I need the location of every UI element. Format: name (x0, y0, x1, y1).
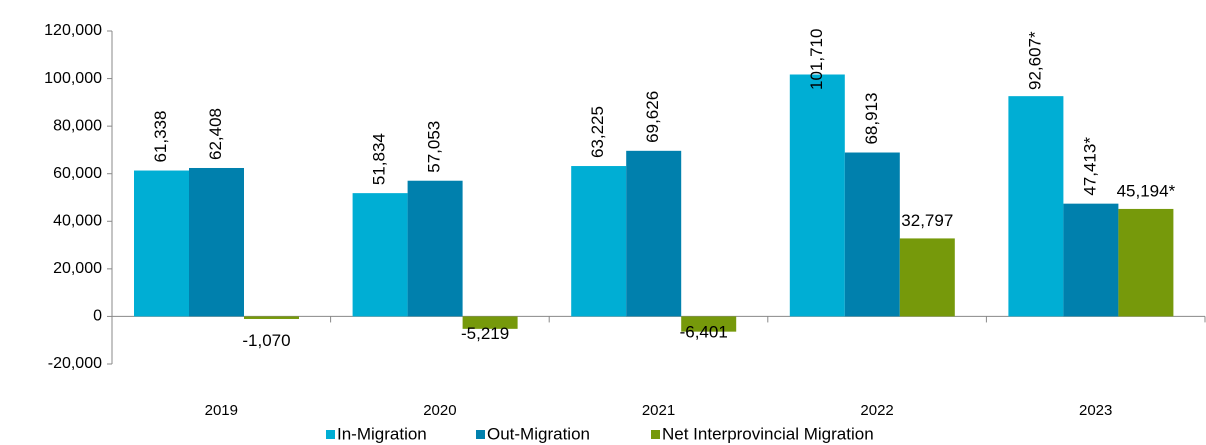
bar (1063, 203, 1119, 317)
value-label: 101,710 (807, 29, 826, 90)
value-label: -1,070 (242, 331, 290, 350)
value-label: 92,607* (1025, 31, 1044, 90)
bar (789, 74, 845, 317)
y-tick-label: 80,000 (53, 117, 102, 134)
value-label: 63,225 (588, 106, 607, 158)
value-label: -5,219 (461, 324, 509, 343)
legend-label: Out-Migration (487, 424, 590, 443)
y-tick-label: 0 (93, 308, 102, 325)
x-tick-label: 2023 (1079, 402, 1112, 419)
y-tick-label: 20,000 (53, 260, 102, 277)
value-label: 47,413* (1080, 137, 1099, 196)
bar (189, 167, 244, 317)
bar (134, 170, 189, 317)
legend-label: Net Interprovincial Migration (662, 424, 874, 443)
y-tick-label: 40,000 (53, 213, 102, 230)
value-label: 32,797 (901, 211, 953, 230)
x-tick-label: 2022 (860, 402, 893, 419)
bar (244, 316, 299, 319)
bar (626, 150, 682, 317)
bar (352, 193, 408, 317)
y-tick-label: 100,000 (44, 70, 102, 87)
y-tick-label: -20,000 (48, 355, 102, 372)
value-label: 68,913 (862, 93, 881, 145)
legend-label: In-Migration (337, 424, 427, 443)
legend-swatch (476, 430, 485, 439)
x-tick-label: 2019 (205, 402, 238, 419)
x-tick-label: 2021 (642, 402, 675, 419)
legend-swatch (326, 430, 335, 439)
bar (1118, 208, 1174, 317)
bar (681, 316, 737, 332)
y-tick-label: 120,000 (44, 22, 102, 39)
x-tick-label: 2020 (423, 402, 456, 419)
bar (462, 316, 518, 329)
bar (571, 166, 627, 317)
legend-swatch (651, 430, 660, 439)
value-label: 61,338 (151, 111, 170, 163)
value-label: 45,194* (1117, 181, 1176, 200)
bar (899, 238, 955, 317)
y-tick-label: 60,000 (53, 165, 102, 182)
value-label: 69,626 (643, 91, 662, 143)
value-label: 57,053 (425, 121, 444, 173)
value-label: 62,408 (206, 108, 225, 160)
bar (1008, 96, 1064, 317)
value-label: -6,401 (680, 322, 728, 341)
bar (407, 180, 463, 317)
value-label: 51,834 (370, 133, 389, 185)
bar (844, 152, 900, 317)
